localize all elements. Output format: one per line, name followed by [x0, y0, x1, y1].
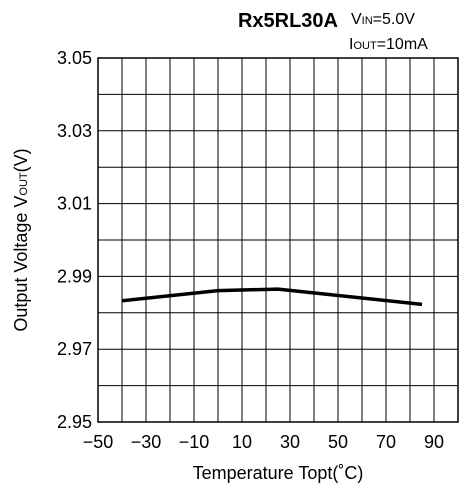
- series-line: [121, 287, 423, 307]
- series-layer: [121, 287, 423, 307]
- y-tick-labels: 3.05 3.03 3.01 2.99 2.97 2.95: [57, 48, 92, 432]
- condition-vin: VIN=5.0V: [351, 11, 415, 28]
- x-axis-title: Temperature Topt(˚C): [193, 463, 364, 483]
- x-tick-label: 10: [232, 432, 252, 452]
- y-tick-label: 3.03: [57, 121, 92, 141]
- condition-vin-rest: =5.0V: [373, 11, 416, 28]
- y-tick-label: 2.95: [57, 412, 92, 432]
- x-tick-label: −30: [131, 432, 162, 452]
- x-tick-label: 30: [280, 432, 300, 452]
- x-tick-label: 90: [424, 432, 444, 452]
- x-tick-label: 50: [328, 432, 348, 452]
- condition-iout-main: I: [349, 36, 353, 53]
- condition-vin-sub: IN: [362, 15, 373, 27]
- y-axis-title: Output Voltage VOUT(V): [11, 148, 31, 331]
- x-tick-label: 70: [376, 432, 396, 452]
- chart-title: Rx5RL30A: [238, 10, 338, 32]
- y-axis-title-sub: OUT: [18, 172, 30, 196]
- x-tick-labels: −50 −30 −10 10 30 50 70 90: [83, 432, 444, 452]
- condition-iout-rest: =10mA: [377, 36, 428, 53]
- y-tick-label: 2.97: [57, 339, 92, 359]
- condition-vin-main: V: [351, 11, 362, 28]
- x-tick-label: −50: [83, 432, 114, 452]
- y-tick-label: 3.01: [57, 194, 92, 214]
- y-tick-label: 3.05: [57, 48, 92, 68]
- y-axis-title-rest: (V): [11, 148, 31, 172]
- grid: [98, 58, 458, 422]
- condition-iout-sub: OUT: [353, 40, 377, 52]
- x-tick-label: −10: [179, 432, 210, 452]
- y-tick-label: 2.99: [57, 266, 92, 286]
- condition-iout: IOUT=10mA: [349, 36, 428, 53]
- plot-frame: [97, 57, 459, 423]
- y-axis-title-main: Output Voltage V: [11, 196, 31, 332]
